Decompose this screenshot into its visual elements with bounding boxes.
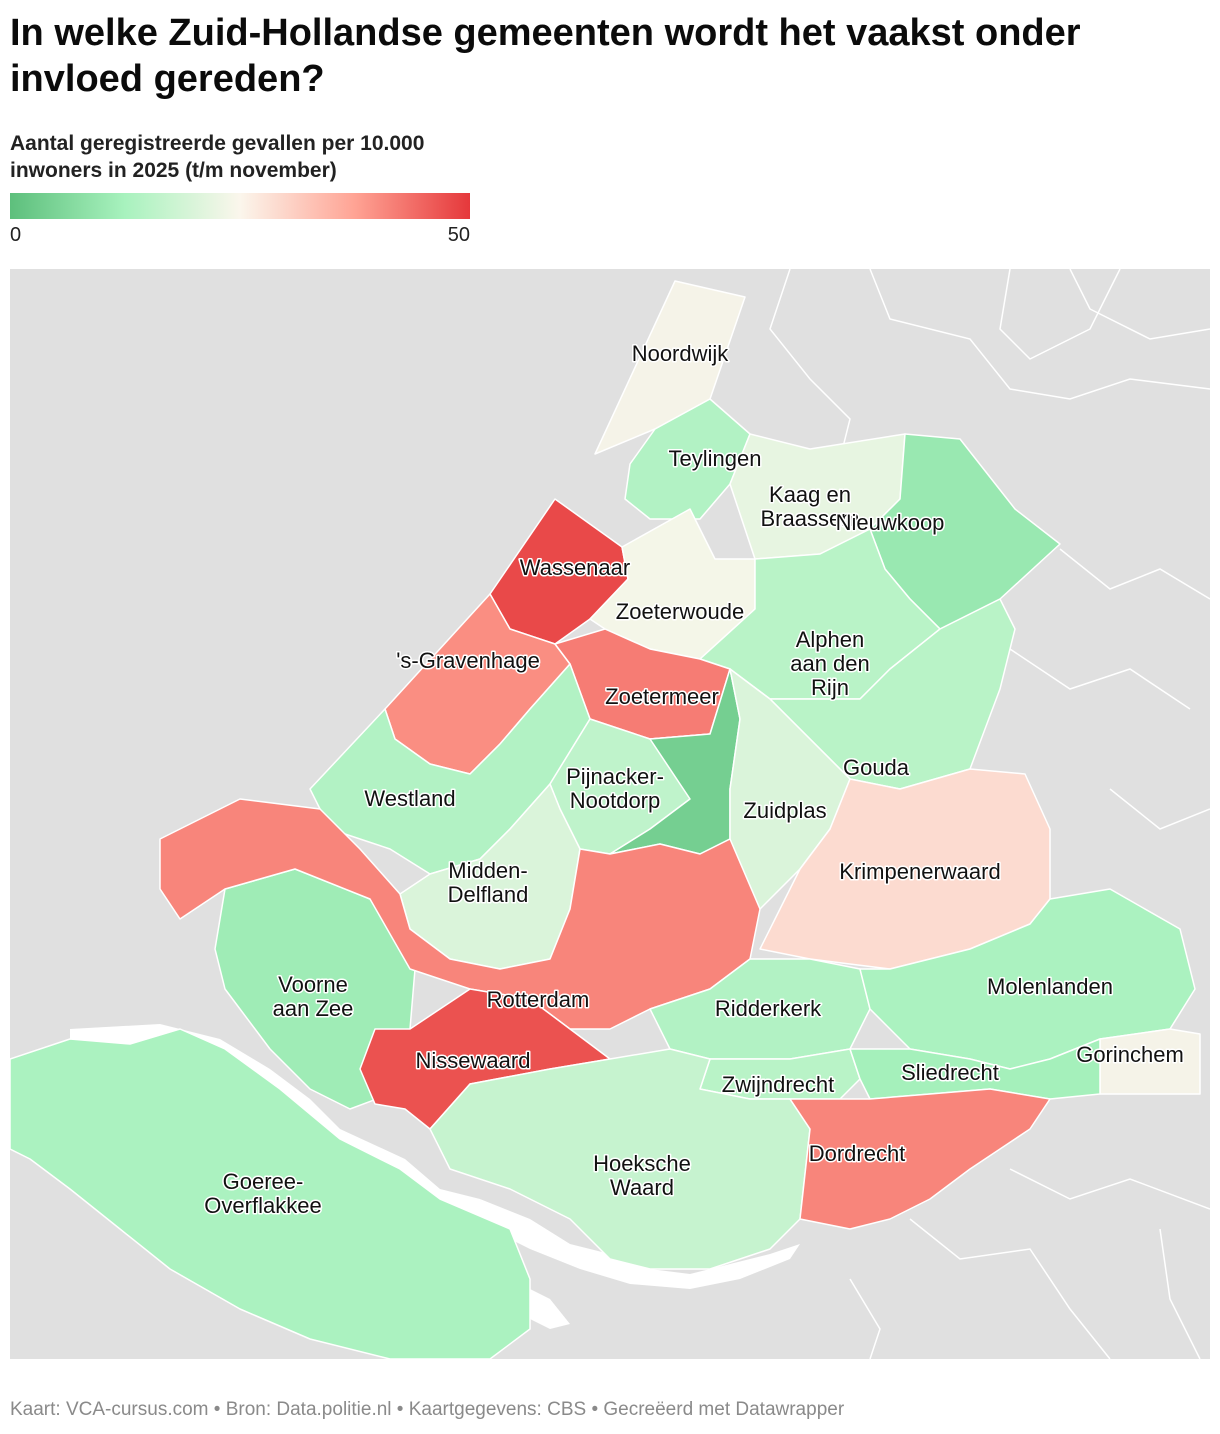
choropleth-map: Noordwijk Teylingen Kaag en BraassemNieuwko… — [10, 269, 1210, 1359]
label-line: Rotterdam — [487, 987, 590, 1012]
label-line: Kaag en — [769, 482, 851, 507]
label-line: Zuidplas — [743, 798, 826, 823]
label-line: Westland — [364, 786, 455, 811]
label-line: Gorinchem — [1076, 1042, 1184, 1067]
label-midden-delfland: Midden-Delfland — [448, 858, 529, 907]
municipality-shapes — [10, 280, 1201, 1359]
label-gouda: Gouda — [843, 755, 910, 780]
label-line: Pijnacker- — [566, 764, 664, 789]
municipality-labels: Noordwijk Teylingen Kaag en BraassemNieuwko… — [203, 340, 1185, 1220]
label-line: Zwijndrecht — [722, 1072, 834, 1097]
label-line: Dordrecht — [809, 1141, 906, 1166]
label-westland: Westland — [364, 786, 455, 811]
label-line: Nissewaard — [416, 1048, 531, 1073]
label-wassenaar: Wassenaar — [520, 555, 630, 580]
label-noordwijk: Noordwijk — [632, 341, 730, 366]
label-line: Krimpenerwaard — [839, 859, 1000, 884]
label-zoetermeer: Zoetermeer — [605, 684, 719, 709]
municipality-dordrecht[interactable] — [789, 1088, 1051, 1230]
label-line: Braassem — [760, 506, 859, 531]
label-alphen-aan-den-rijn: Alphen aan den Rijn — [790, 627, 870, 700]
label-line: Alphen — [796, 627, 865, 652]
label-line: Voorne — [278, 972, 348, 997]
label-teylingen: Teylingen — [669, 446, 762, 471]
label-sliedrecht: Sliedrecht — [901, 1060, 999, 1085]
label-nissewaard: Nissewaard — [416, 1048, 531, 1073]
label-zoeterwoude: Zoeterwoude — [616, 599, 744, 624]
label-gorinchem: Gorinchem — [1076, 1042, 1184, 1067]
label-pijnacker-nootdorp: Pijnacker-Nootdorp — [566, 764, 664, 813]
label-line: Hoeksche — [593, 1151, 691, 1176]
label-line: Sliedrecht — [901, 1060, 999, 1085]
legend-gradient-bar — [10, 193, 470, 219]
label-line: Ridderkerk — [715, 996, 822, 1021]
label-line: Overflakkee — [204, 1193, 321, 1218]
label-krimpenerwaard: Krimpenerwaard — [839, 859, 1000, 884]
label-zwijndrecht: Zwijndrecht — [722, 1072, 834, 1097]
label-line: Waard — [610, 1175, 674, 1200]
municipality-rotterdam[interactable] — [159, 798, 761, 1030]
label-ridderkerk: Ridderkerk — [715, 996, 822, 1021]
neighbouring-borders — [769, 269, 1210, 1359]
label-hoeksche-waard: Hoeksche Waard — [593, 1151, 691, 1200]
chart-subtitle: Aantal geregistreerde gevallen per 10.00… — [10, 132, 425, 182]
label-kaag-en-braassem: Kaag en Braassem — [760, 482, 859, 531]
label-s-gravenhage: 's-Gravenhage — [396, 648, 540, 673]
label-line: aan Zee — [273, 996, 354, 1021]
label-rotterdam: Rotterdam — [487, 987, 590, 1012]
label-goeree-overflakkee: Goeree-Overflakkee — [204, 1169, 321, 1218]
label-line: Zoetermeer — [605, 684, 719, 709]
label-line: Gouda — [843, 755, 910, 780]
legend-min-label: 0 — [10, 224, 22, 246]
municipality-goeree-overflakkee[interactable] — [10, 1028, 531, 1359]
label-zuidplas: Zuidplas — [743, 798, 826, 823]
label-molenlanden: Molenlanden — [987, 974, 1113, 999]
label-line: Teylingen — [669, 446, 762, 471]
label-line: Goeree- — [223, 1169, 304, 1194]
label-line: Molenlanden — [987, 974, 1113, 999]
label-nieuwkoop: Nieuwkoop — [836, 510, 945, 535]
label-line: Nieuwkoop — [836, 510, 945, 535]
label-line: Nootdorp — [570, 788, 661, 813]
label-line: Zoeterwoude — [616, 599, 744, 624]
label-line: aan den — [790, 651, 870, 676]
color-legend: 0 50 — [10, 193, 470, 253]
label-line: Rijn — [811, 675, 849, 700]
municipality-teylingen[interactable] — [624, 398, 751, 520]
label-dordrecht: Dordrecht — [809, 1141, 906, 1166]
label-line: Noordwijk — [632, 341, 730, 366]
legend-max-label: 50 — [447, 224, 470, 246]
chart-title: In welke Zuid-Hollandse gemeenten wordt … — [10, 12, 1081, 100]
water-body-3 — [480, 1199, 800, 1289]
label-line: Delfland — [448, 882, 529, 907]
label-line: Wassenaar — [520, 555, 630, 580]
label-line: 's-Gravenhage — [396, 648, 540, 673]
label-voorne-aan-zee: Voorne aan Zee — [273, 972, 354, 1021]
source-credits: Kaart: VCA-cursus.com • Bron: Data.polit… — [10, 1399, 845, 1420]
municipality-zuidplas[interactable] — [729, 668, 851, 910]
label-line: Midden- — [448, 858, 527, 883]
